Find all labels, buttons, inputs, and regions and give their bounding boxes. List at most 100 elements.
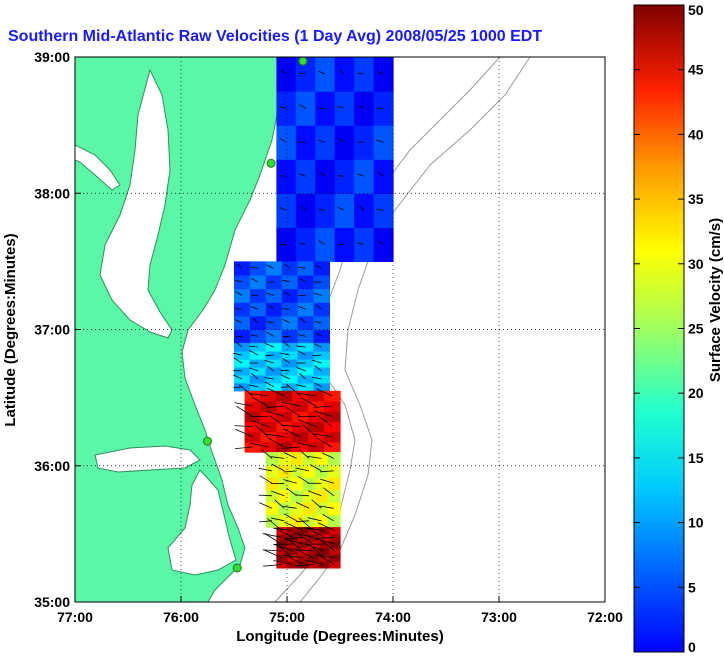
velocity-cell	[315, 125, 336, 160]
velocity-cell	[265, 359, 283, 368]
velocity-vector	[270, 415, 285, 427]
velocity-vector	[262, 549, 282, 552]
velocity-cell	[278, 489, 292, 503]
velocity-vector	[252, 318, 259, 324]
colorbar-tick-label: 10	[688, 515, 704, 531]
x-tick-label: 76:00	[163, 609, 199, 625]
velocity-cell	[278, 464, 292, 478]
velocity-cell	[297, 275, 315, 290]
colorbar-tick-label: 15	[688, 450, 704, 466]
velocity-vector	[297, 442, 317, 448]
velocity-vector	[236, 263, 243, 269]
velocity-cell	[278, 514, 292, 528]
y-tick-label: 38:00	[34, 185, 70, 201]
velocity-cell	[327, 502, 341, 516]
velocity-vector	[298, 173, 306, 177]
velocity-vector	[280, 386, 290, 388]
velocity-vector	[232, 352, 243, 356]
velocity-vector	[315, 554, 335, 559]
velocity-vector	[298, 449, 310, 459]
velocity-vector	[268, 304, 275, 310]
velocity-cell	[276, 547, 288, 555]
velocity-vector	[377, 71, 384, 75]
velocity-cell	[354, 159, 375, 194]
velocity-cell	[308, 441, 325, 453]
velocity-cell	[327, 464, 341, 478]
colorbar	[633, 4, 685, 653]
velocity-cell	[276, 421, 293, 433]
velocity-cell	[313, 288, 330, 303]
velocity-vector	[376, 208, 384, 211]
velocity-cell	[329, 533, 341, 542]
velocity-vector	[297, 392, 317, 397]
velocity-vector	[296, 345, 306, 348]
radar-site-marker	[232, 563, 242, 573]
velocity-vector	[270, 517, 285, 522]
velocity-cell	[292, 441, 309, 453]
velocity-cell	[297, 261, 315, 276]
velocity-cell	[281, 288, 299, 303]
velocity-vector	[310, 464, 322, 472]
velocity-cell	[292, 431, 309, 443]
velocity-vector	[251, 373, 259, 380]
velocity-cell	[313, 315, 330, 331]
velocity-cell	[265, 502, 279, 516]
velocity-cell	[244, 431, 262, 443]
grid-lines	[75, 57, 605, 602]
velocity-cell	[354, 125, 375, 160]
velocity-cell	[297, 351, 315, 360]
velocity-cell	[281, 315, 299, 331]
velocity-cell	[265, 343, 283, 352]
velocity-cell	[329, 554, 341, 562]
velocity-cell	[315, 452, 329, 466]
velocity-vector	[250, 306, 259, 310]
velocity-vector	[282, 335, 290, 338]
velocity-cell	[265, 288, 283, 303]
velocity-cell	[249, 367, 267, 376]
velocity-vector	[358, 104, 365, 109]
velocity-vector	[298, 72, 306, 75]
velocity-vector	[322, 452, 334, 459]
velocity-vector	[250, 419, 269, 427]
velocity-vector	[274, 527, 293, 538]
velocity-cell	[249, 351, 267, 360]
x-axis: 77:00 76:00 75:00 74:00 73:00 72:00	[57, 596, 623, 625]
velocity-cell	[276, 561, 288, 569]
velocity-cell	[324, 411, 341, 423]
velocity-vector	[298, 476, 310, 484]
velocity-cell	[315, 57, 336, 92]
velocity-vector	[234, 319, 243, 324]
velocity-vector	[283, 536, 303, 540]
velocity-cell	[234, 367, 251, 376]
velocity-cell	[313, 343, 330, 352]
velocity-cell	[249, 302, 267, 317]
velocity-cell	[297, 561, 309, 569]
velocity-cell	[354, 227, 375, 262]
velocity-cell	[260, 401, 277, 412]
velocity-vector	[266, 264, 274, 269]
velocity-cell	[265, 452, 279, 466]
velocity-cell	[313, 351, 330, 360]
velocity-cell	[281, 343, 299, 352]
velocity-cell	[308, 411, 325, 423]
velocity-cell	[297, 554, 309, 562]
velocity-cell	[265, 329, 283, 344]
velocity-cell	[234, 288, 251, 303]
velocity-cell	[265, 514, 279, 528]
velocity-vector	[313, 433, 333, 438]
velocity-cell	[287, 540, 299, 549]
velocity-cell	[290, 502, 304, 516]
velocity-vector	[250, 334, 258, 337]
velocity-cell	[297, 315, 315, 331]
velocity-vector	[313, 292, 322, 296]
velocity-cell	[308, 390, 325, 402]
velocity-cell	[287, 561, 299, 569]
velocity-cell	[276, 91, 297, 126]
velocity-vector	[264, 342, 274, 348]
velocity-vector	[254, 424, 269, 438]
pamlico-sound	[167, 469, 237, 576]
velocity-vector	[295, 494, 310, 497]
velocity-cell	[295, 193, 316, 228]
velocity-vector	[233, 374, 243, 380]
velocity-cell	[281, 261, 299, 276]
